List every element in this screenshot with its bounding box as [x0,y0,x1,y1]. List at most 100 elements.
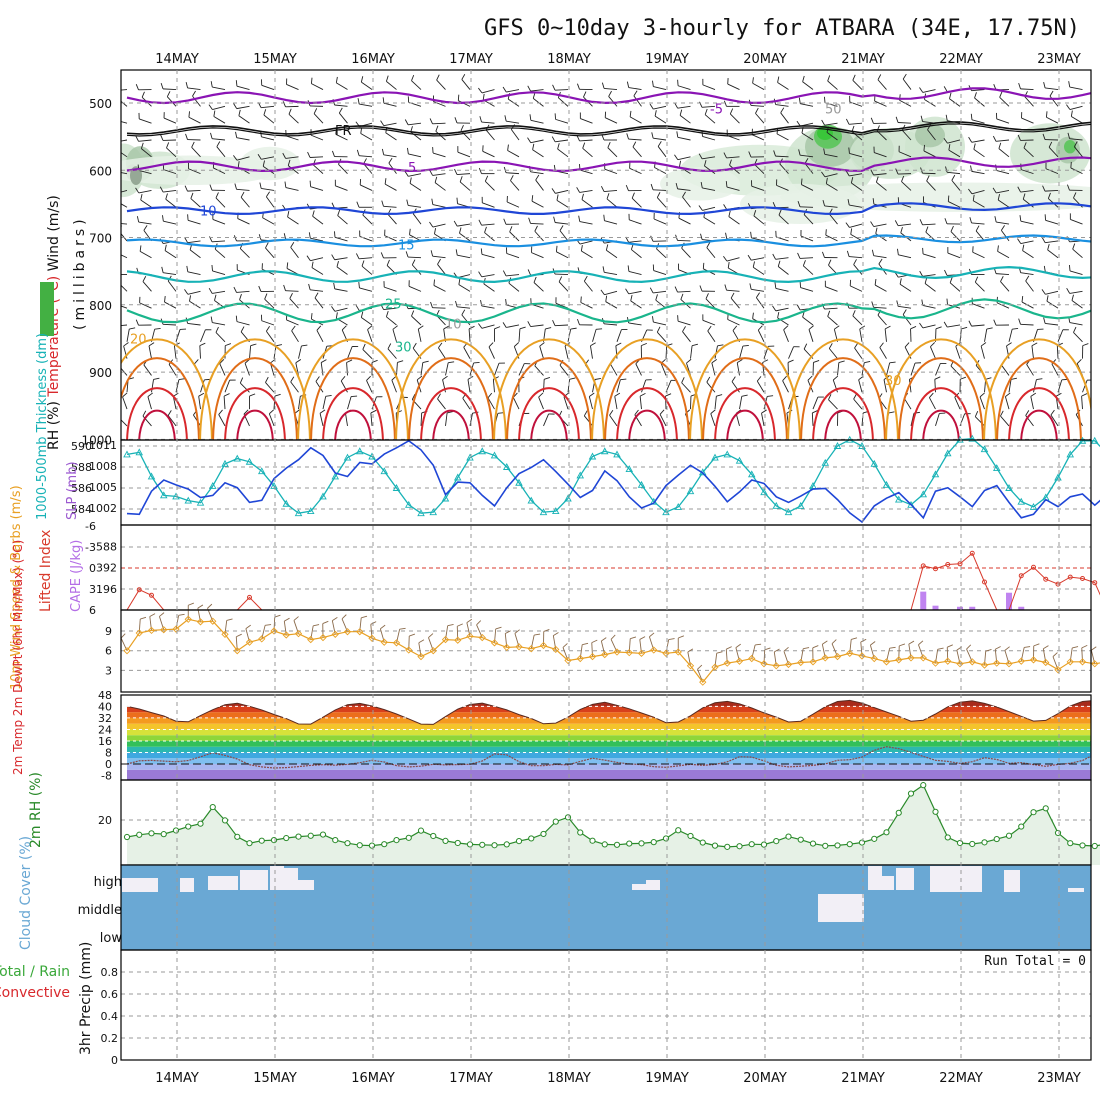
wind-barb [310,186,324,191]
wind-barb-flag [315,376,320,382]
wind-barb-flag [798,97,801,104]
wind-barb-flag [552,84,556,91]
warm-contour-40 [126,387,188,440]
wind-barb-flag [609,410,614,416]
wind-barb-10m-flag [697,664,703,670]
wind-barb-flag [750,231,752,238]
thickness-point [735,456,744,464]
wind-barb [531,252,544,259]
wind-barb-flag [274,393,281,397]
wind-barb-flag [249,393,256,397]
wind-barb [359,155,373,158]
contour-label-7: 30 [395,341,412,356]
wind-barb [971,324,985,327]
wind-barb [484,180,495,191]
wind-barb [874,100,887,107]
wind-barb [192,95,201,107]
pressure-tick-700: 700 [89,232,112,246]
rh-point [699,839,706,846]
wind-barb [298,345,302,359]
wind-barb-flag [532,143,535,150]
wind-barb-flag [461,74,466,80]
wind-barb [973,148,985,158]
wind-barb-10m-flag [399,627,406,630]
wind-barb-flag [411,310,415,317]
wind-barb-flag [166,142,170,149]
wind-barb-flag [527,85,531,92]
cloud-label-middle: middle [78,903,122,918]
thickness-point [380,467,389,475]
wind-barb [200,329,206,342]
wind-barb-flag [199,342,206,347]
warm-contour-35 [310,357,396,440]
wind-barb-flag [434,228,437,235]
wind-barb [1008,329,1013,342]
wind-barb [383,102,397,107]
wind-barb-flag [337,209,341,216]
rh-point [515,838,523,845]
wind-barb [729,113,740,124]
wind-barb-flag [590,342,596,347]
wind-barb-flag [985,377,992,380]
wind-barb-flag [148,342,155,347]
wind-barb-flag [625,184,629,191]
wind-barb [629,219,642,225]
date-top-6: 20MAY [743,52,787,67]
wind-barb-flag [767,395,774,397]
wind-barb [954,397,961,410]
wind-barb-10m-flag [985,649,992,652]
wind-barb-flag [1073,326,1077,333]
pressure-tick-600: 600 [89,164,112,178]
wind-barb-flag [968,188,973,195]
wind-barb-flag [850,177,854,184]
wind-barb-flag [507,144,509,151]
wind-barb-10m-flag [543,628,550,632]
wind-barb [334,257,348,261]
wind-barb [481,274,495,278]
thickness-point [564,494,572,502]
wind-barb [608,96,618,107]
wind-barb-flag [780,107,785,114]
wind-barb [824,122,838,126]
wind-barb-flag [986,327,993,330]
wind-barb [285,156,299,159]
wind-barb-flag [1048,141,1053,148]
wind-barb [1045,290,1059,295]
wind-barb-flag [797,252,801,259]
wind-barb-flag [275,344,282,347]
wind-barb-flag [710,409,716,414]
wind-barb-flag [387,343,392,350]
wind-speed-point [417,652,425,661]
rh-point [577,829,584,836]
wind-barb [811,412,814,426]
wind-barb [756,380,765,393]
wind-barb-flag [872,198,875,205]
wind-barb-flag [923,144,925,151]
wind-barb-flag [975,225,980,232]
wind-barb [287,216,299,225]
wind-barb [142,281,152,292]
wind-barb [730,297,740,309]
wind-barb-10m-flag [678,635,685,639]
wind-barb-flag [161,266,164,273]
wind-barb-flag [295,359,302,364]
wind-barb-flag [725,181,728,188]
wind-barb-10m-flag [1081,644,1088,649]
wind-barb [996,170,1010,175]
wind-barb [604,271,618,275]
wind-barb [488,346,495,359]
wind-barb [173,345,177,359]
contour-label-5: 20 [130,332,147,347]
wind-barb-flag [924,277,928,284]
wind-barb [384,235,397,242]
wind-barb [285,290,299,292]
wind-barb-flag [259,182,262,189]
wind-barb-10m-flag [1033,643,1040,647]
wind-barb [534,230,544,242]
wind-barb [172,396,177,410]
wind-barb-flag [682,326,686,332]
wind-barb-flag [443,325,450,330]
wind-barb-flag [945,166,948,173]
wind-barb-flag [1076,358,1082,364]
